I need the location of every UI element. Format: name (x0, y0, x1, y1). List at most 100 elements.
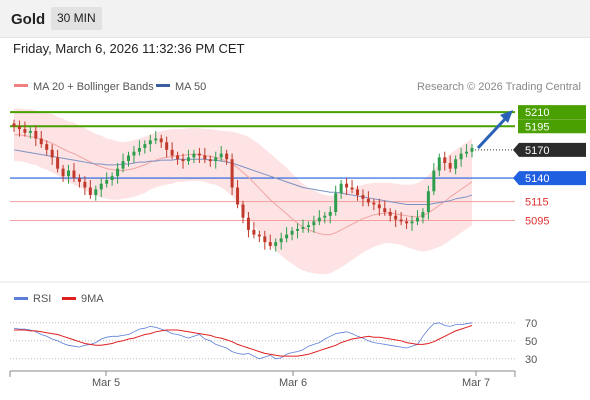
candle-body (448, 163, 452, 169)
candle-body (246, 217, 250, 230)
candle-body (274, 242, 278, 246)
header-bar: Gold 30 MIN (0, 0, 590, 38)
bb-legend-label: MA 20 + Bollinger Bands (33, 81, 154, 93)
level-lines (10, 111, 515, 221)
candle-body (181, 159, 185, 162)
candle-body (437, 157, 441, 171)
rsi-legend-label: RSI (33, 293, 51, 305)
candle-body (50, 149, 54, 158)
candle-body (296, 228, 300, 231)
candle-body (285, 234, 289, 239)
candle-body (219, 153, 223, 158)
level-tag-5210: 5210 (525, 107, 549, 119)
candle-body (105, 179, 109, 184)
candle-body (225, 153, 229, 160)
symbol-label: Gold (11, 11, 46, 28)
candle-body (459, 153, 463, 160)
candle-body (56, 157, 60, 169)
candle-body (410, 221, 414, 224)
candle-body (394, 215, 398, 220)
x-tick-label: Mar 5 (92, 377, 120, 389)
candle-body (257, 234, 261, 237)
candle-body (197, 153, 201, 156)
candle-body (241, 204, 245, 218)
level-tag-bg-5140 (513, 171, 586, 186)
candle-body (443, 157, 447, 164)
candle-body (61, 168, 65, 177)
level-tags: 5210 5195 5170 5140 5115 5095 (513, 105, 586, 227)
candle-body (186, 157, 190, 162)
candle-body (306, 225, 310, 228)
candle-body (67, 170, 71, 177)
candle-body (421, 211, 425, 218)
candle-body (361, 195, 365, 199)
candle-body (94, 189, 98, 196)
candle-body (39, 138, 43, 145)
copyright: Research © 2026 Trading Central (417, 81, 581, 93)
candle-body (176, 155, 180, 160)
candles (12, 119, 474, 252)
candle-body (339, 183, 343, 194)
candle-body (72, 170, 76, 179)
candle-body (301, 227, 305, 229)
candle-body (110, 176, 114, 180)
target-arrow (476, 110, 513, 149)
candle-body (214, 157, 218, 162)
candle-body (83, 181, 87, 188)
candle-body (383, 208, 387, 212)
candle-body (415, 217, 419, 222)
candle-body (143, 144, 147, 148)
candle-body (345, 183, 349, 188)
candle-body (17, 126, 21, 130)
ma50-legend-label: MA 50 (175, 81, 206, 93)
candle-body (372, 202, 376, 205)
candle-body (77, 178, 81, 182)
level-tag-5115: 5115 (525, 197, 549, 209)
candle-body (312, 221, 316, 226)
candle-body (34, 130, 38, 139)
candle-body (23, 129, 27, 133)
timestamp: Friday, March 6, 2026 11:32:36 PM CET (13, 41, 245, 56)
candle-body (170, 149, 174, 156)
candle-body (159, 138, 163, 143)
level-tag-5095: 5095 (525, 215, 549, 227)
bollinger-band (14, 108, 472, 275)
level-tag-5170: 5170 (525, 145, 549, 157)
candle-body (154, 138, 158, 141)
rsi-tick-50: 50 (525, 336, 537, 348)
candle-body (137, 147, 141, 152)
candle-body (377, 204, 381, 209)
candle-body (45, 144, 49, 150)
candle-body (323, 215, 327, 218)
ma50-legend-swatch (156, 84, 170, 87)
candle-body (405, 221, 409, 224)
candle-body (28, 130, 32, 133)
rsi-ma9-line (14, 325, 473, 357)
candle-body (328, 211, 332, 216)
candle-body (192, 153, 196, 158)
candle-body (99, 183, 103, 190)
main-legend: MA 20 + Bollinger Bands MA 50 Research ©… (14, 81, 581, 93)
level-tag-bg-5210 (518, 105, 586, 120)
candle-body (432, 170, 436, 192)
x-tick-label: Mar 7 (462, 377, 490, 389)
candle-body (268, 242, 272, 246)
arrow-shaft (476, 117, 507, 149)
candle-body (279, 238, 283, 243)
candle-body (465, 151, 469, 154)
candle-body (127, 155, 130, 162)
candle-body (116, 168, 120, 177)
candle-body (356, 189, 359, 196)
candle-body (230, 159, 234, 188)
candle-body (165, 142, 169, 150)
candle-body (252, 229, 256, 235)
candle-body (121, 161, 125, 169)
timeframe-button[interactable]: 30 MIN (51, 7, 102, 30)
level-tag-bg-5195 (518, 119, 586, 134)
ma9-legend-swatch (62, 297, 76, 300)
candle-body (263, 236, 267, 243)
candle-body (388, 211, 392, 216)
candle-body (426, 191, 430, 212)
candle-body (290, 230, 294, 235)
